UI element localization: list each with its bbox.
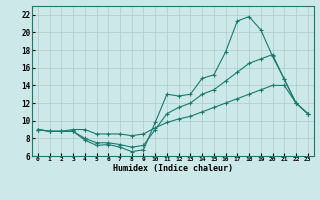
X-axis label: Humidex (Indice chaleur): Humidex (Indice chaleur): [113, 164, 233, 173]
